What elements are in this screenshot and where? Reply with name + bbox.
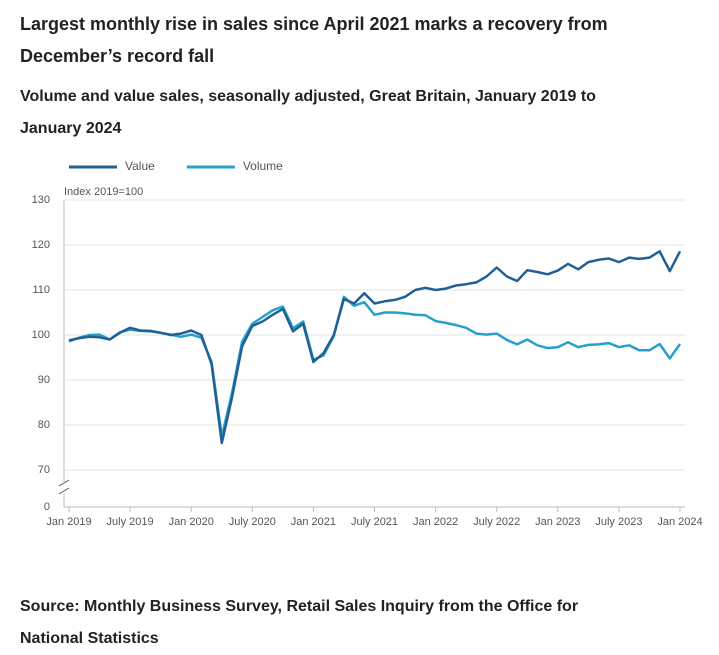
x-tick-label: July 2020 — [229, 516, 276, 528]
y-tick-label: 0 — [44, 501, 50, 513]
x-tick-label: Jan 2022 — [413, 516, 458, 528]
legend-label: Volume — [243, 159, 283, 173]
y-tick-label: 80 — [38, 419, 50, 431]
x-tick-label: Jan 2023 — [535, 516, 580, 528]
axis-break — [58, 487, 70, 495]
y-tick-label: 90 — [38, 374, 50, 386]
source: Source: Monthly Business Survey, Retail … — [20, 598, 579, 647]
x-tick-label: Jan 2019 — [46, 516, 91, 528]
y-tick-label: 120 — [32, 239, 50, 251]
y-tick-label: 70 — [38, 464, 50, 476]
chart-title: Largest monthly rise in sales since Apri… — [20, 14, 608, 66]
chart-subtitle: Volume and value sales, seasonally adjus… — [20, 88, 596, 137]
y-tick-label: 110 — [32, 284, 50, 296]
x-tick-label: Jan 2020 — [169, 516, 214, 528]
data-line — [68, 250, 682, 445]
y-axis-label: Index 2019=100 — [64, 186, 143, 198]
x-tick-label: July 2021 — [351, 516, 398, 528]
y-tick-label: 130 — [32, 194, 50, 206]
x-tick-label: July 2022 — [473, 516, 520, 528]
axis-break — [58, 479, 70, 487]
data-line — [68, 295, 682, 438]
x-tick-label: Jan 2024 — [657, 516, 702, 528]
x-tick-label: Jan 2021 — [291, 516, 336, 528]
legend-label: Value — [125, 159, 155, 173]
y-tick-label: 100 — [32, 329, 50, 341]
x-tick-label: July 2023 — [595, 516, 642, 528]
x-tick-label: July 2019 — [107, 516, 154, 528]
